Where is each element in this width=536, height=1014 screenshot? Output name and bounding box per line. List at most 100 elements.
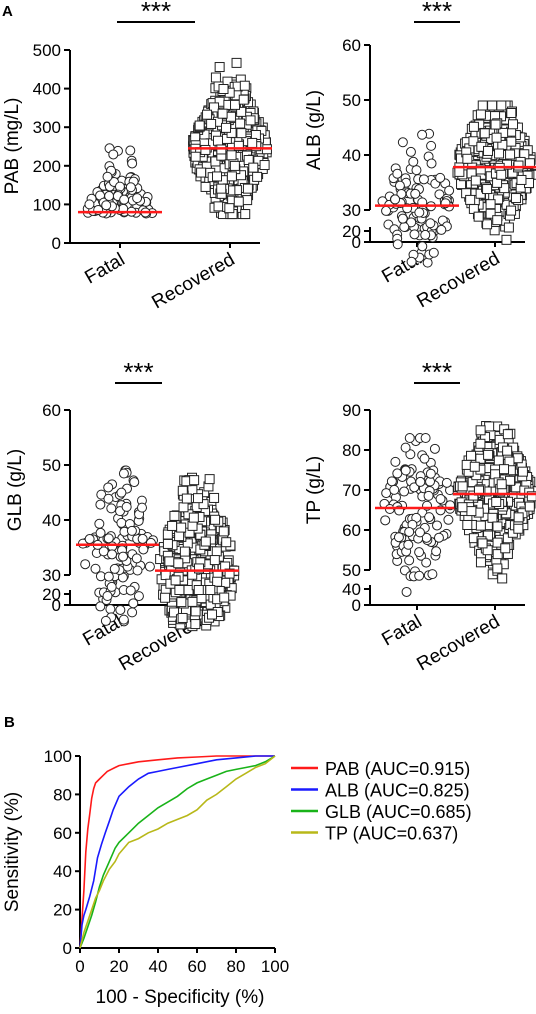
recovered-points xyxy=(188,57,272,220)
data-point xyxy=(469,461,480,472)
data-point xyxy=(118,614,129,625)
data-point xyxy=(475,164,486,175)
data-point xyxy=(179,546,190,557)
data-point xyxy=(419,453,430,464)
y-tick-label: 200 xyxy=(33,157,61,176)
data-point xyxy=(196,167,207,178)
significance-stars: *** xyxy=(422,357,452,387)
data-point xyxy=(454,166,465,177)
data-point xyxy=(177,612,188,623)
data-point xyxy=(94,518,105,529)
data-point xyxy=(513,523,524,534)
data-point xyxy=(428,247,439,258)
y-tick-label: 20 xyxy=(342,222,361,241)
data-point xyxy=(224,203,235,214)
data-point xyxy=(475,109,486,120)
data-point xyxy=(216,183,227,194)
data-point xyxy=(119,194,130,205)
data-point xyxy=(414,547,425,558)
data-point xyxy=(84,199,95,210)
y-tick-label: 0 xyxy=(352,596,361,615)
y-tick-label: 20 xyxy=(53,901,72,920)
significance-stars: *** xyxy=(123,357,153,387)
data-point xyxy=(487,512,498,523)
data-point xyxy=(491,496,502,507)
data-point xyxy=(492,521,503,532)
data-point xyxy=(429,443,440,454)
panel-a-letter: A xyxy=(2,3,13,20)
data-point xyxy=(84,534,95,545)
y-tick-label: 0 xyxy=(52,234,61,253)
roc-line-glb xyxy=(79,755,276,949)
data-point xyxy=(397,137,408,148)
data-point xyxy=(475,520,486,531)
panel-b-letter: B xyxy=(4,714,15,731)
y-tick-label: 60 xyxy=(342,36,361,55)
roc-line-alb xyxy=(79,755,275,949)
data-point xyxy=(380,515,391,526)
data-point xyxy=(425,468,436,479)
data-point xyxy=(457,481,468,492)
data-point xyxy=(221,537,232,548)
data-point xyxy=(426,140,437,151)
data-point xyxy=(209,492,220,503)
data-point xyxy=(206,118,217,129)
data-point xyxy=(433,532,444,543)
data-point xyxy=(524,501,535,512)
data-point xyxy=(492,563,503,574)
data-point xyxy=(468,121,479,132)
y-tick-label: 50 xyxy=(342,561,361,580)
data-point xyxy=(231,57,242,68)
data-point xyxy=(505,149,516,160)
data-point xyxy=(176,597,187,608)
data-point xyxy=(200,181,211,192)
data-point xyxy=(421,557,432,568)
data-point xyxy=(410,188,421,199)
data-point xyxy=(435,172,446,183)
pab-scatter-panel: 0 100 200 300 400 500 PAB (mg/L) Fatal Recovered… xyxy=(2,0,272,313)
data-point xyxy=(392,239,403,250)
data-point xyxy=(125,585,136,596)
data-point xyxy=(479,128,490,139)
data-point xyxy=(494,148,505,159)
data-point xyxy=(116,487,127,498)
y-tick-label: 30 xyxy=(342,201,361,220)
data-point xyxy=(483,449,494,460)
x-tick-label: 80 xyxy=(227,957,246,976)
data-point xyxy=(212,171,223,182)
data-point xyxy=(389,484,400,495)
data-point xyxy=(217,108,228,119)
data-point xyxy=(506,136,517,147)
data-point xyxy=(425,218,436,229)
data-point xyxy=(176,522,187,533)
data-point xyxy=(162,538,173,549)
data-point xyxy=(103,571,114,582)
data-point xyxy=(466,506,477,517)
data-point xyxy=(127,158,138,169)
data-point xyxy=(214,62,225,73)
data-point xyxy=(100,615,111,626)
data-point xyxy=(475,557,486,568)
data-point xyxy=(457,502,468,513)
legend-label: TP (AUC=0.637) xyxy=(325,824,458,844)
data-point xyxy=(502,445,513,456)
data-point xyxy=(229,160,240,171)
data-point xyxy=(502,429,513,440)
data-point xyxy=(468,136,479,147)
data-point xyxy=(145,537,156,548)
data-point xyxy=(235,118,246,129)
data-point xyxy=(200,536,211,547)
data-point xyxy=(500,543,511,554)
data-point xyxy=(213,201,224,212)
data-point xyxy=(406,217,417,228)
data-point xyxy=(90,563,101,574)
data-point xyxy=(415,476,426,487)
y-axis-label: PAB (mg/L) xyxy=(2,98,23,195)
data-point xyxy=(187,596,198,607)
data-point xyxy=(206,609,217,620)
data-point xyxy=(212,135,223,146)
x-tick-label: 20 xyxy=(110,957,129,976)
